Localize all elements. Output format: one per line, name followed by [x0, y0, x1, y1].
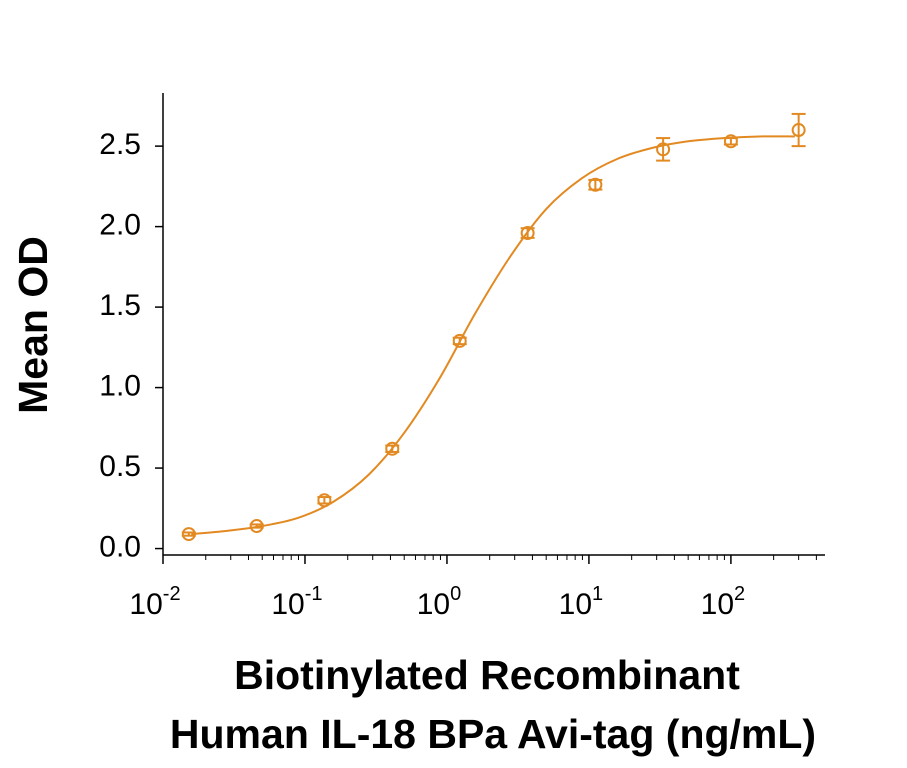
data-point: [588, 177, 603, 192]
fit-curve: [191, 135, 795, 536]
data-point: [452, 333, 467, 348]
error-bar: [249, 523, 264, 529]
x-tick-label: 10-2: [129, 583, 180, 621]
x-tick-base: 10: [701, 588, 734, 621]
x-axis-label: Biotinylated Recombinant: [234, 652, 740, 698]
x-tick-label: 101: [559, 583, 604, 621]
y-tick-label: 1.5: [99, 289, 141, 322]
error-bar: [181, 531, 196, 537]
x-tick-base: 10: [129, 588, 162, 621]
error-bar: [791, 112, 806, 148]
x-tick-exponent: -1: [305, 583, 323, 605]
y-tick-label: 1.0: [99, 370, 141, 403]
data-point: [723, 134, 738, 149]
x-axis-label: Human IL-18 BPa Avi-tag (ng/mL): [170, 711, 816, 757]
x-tick-base: 10: [271, 588, 304, 621]
y-axis-label: Mean OD: [10, 236, 56, 414]
y-tick-label: 2.0: [99, 209, 141, 242]
data-point: [385, 441, 400, 456]
y-tick-label: 2.5: [99, 128, 141, 161]
data-point: [181, 527, 196, 542]
x-tick-label: 100: [417, 583, 462, 621]
data-point: [656, 142, 671, 157]
data-point: [791, 123, 806, 138]
x-tick-exponent: -2: [163, 583, 181, 605]
x-tick-exponent: 2: [734, 583, 745, 605]
x-tick-exponent: 0: [450, 583, 461, 605]
x-tick-label: 102: [701, 583, 746, 621]
data-point: [317, 493, 332, 508]
data-point: [249, 519, 264, 534]
error-bar: [656, 137, 671, 162]
x-tick-base: 10: [559, 588, 592, 621]
y-tick-label: 0.0: [99, 530, 141, 563]
y-tick-label: 0.5: [99, 450, 141, 483]
x-tick-exponent: 1: [592, 583, 603, 605]
data-point: [520, 226, 535, 241]
x-tick-label: 10-1: [271, 583, 322, 621]
x-tick-base: 10: [417, 588, 450, 621]
